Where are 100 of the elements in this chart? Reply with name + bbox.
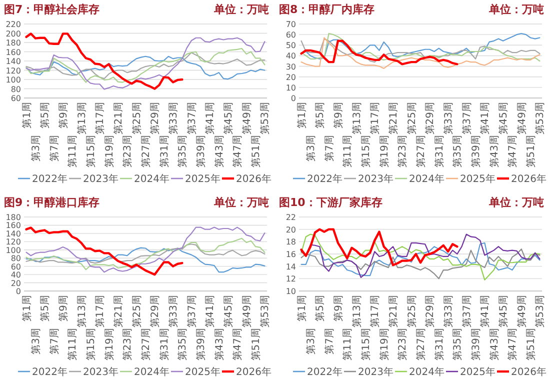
x-tick-label: 第1周 bbox=[20, 102, 33, 128]
x-tick-label: 第25周 bbox=[130, 295, 143, 328]
x-tick-label: 第33周 bbox=[168, 102, 180, 135]
y-tick-label: 16 bbox=[286, 250, 296, 259]
y-tick-label: 140 bbox=[6, 57, 21, 66]
x-tick-label: 第9周 bbox=[57, 102, 70, 128]
x-tick-label: 第1周 bbox=[20, 295, 33, 322]
x-tick-label: 第51周 bbox=[525, 135, 538, 168]
line-series bbox=[300, 228, 458, 266]
line-series bbox=[26, 37, 266, 90]
x-tick-label: 第15周 bbox=[360, 135, 372, 168]
y-tick-label: 70 bbox=[286, 20, 296, 29]
y-tick-label: 100 bbox=[6, 76, 21, 84]
y-tick-label: 40 bbox=[10, 270, 21, 280]
legend-label: 2025年 bbox=[185, 366, 220, 378]
x-tick-label: 第41周 bbox=[479, 102, 492, 135]
x-tick-label: 第5周 bbox=[39, 102, 52, 128]
x-tick-label: 第43周 bbox=[213, 135, 226, 168]
x-tick-label: 第41周 bbox=[204, 295, 216, 328]
x-tick-label: 第5周 bbox=[314, 295, 326, 322]
legend-label: 2026年 bbox=[236, 173, 272, 185]
x-tick-label: 第19周 bbox=[103, 135, 116, 168]
x-tick-label: 第33周 bbox=[442, 102, 455, 135]
x-tick-label: 第49周 bbox=[240, 295, 253, 328]
chart-subtitle: 单位：万吨 bbox=[213, 3, 269, 16]
x-tick-label: 第11周 bbox=[66, 328, 79, 361]
x-tick-label: 第13周 bbox=[76, 295, 88, 328]
legend-label: 2025年 bbox=[460, 366, 496, 378]
x-tick-label: 第49周 bbox=[516, 295, 528, 328]
x-tick-label: 第53周 bbox=[534, 295, 546, 328]
y-tick-label: 60 bbox=[286, 30, 296, 40]
x-tick-label: 第47周 bbox=[506, 135, 519, 168]
x-tick-label: 第7周 bbox=[48, 328, 60, 354]
y-tick-label: 160 bbox=[6, 48, 21, 57]
x-tick-label: 第35周 bbox=[176, 135, 189, 168]
x-tick-label: 第25周 bbox=[406, 102, 418, 135]
x-tick-label: 第13周 bbox=[350, 295, 363, 328]
x-tick-label: 第45周 bbox=[222, 295, 235, 328]
line-series bbox=[300, 248, 540, 280]
x-tick-label: 第27周 bbox=[140, 135, 152, 168]
chart-title: 图10：下游厂家库存 bbox=[279, 196, 382, 209]
y-tick-label: 10 bbox=[286, 287, 296, 296]
x-tick-label: 第21周 bbox=[387, 295, 400, 328]
x-tick-label: 第19周 bbox=[378, 328, 390, 361]
y-tick-label: 0 bbox=[290, 94, 296, 103]
x-tick-label: 第27周 bbox=[415, 328, 427, 361]
x-tick-label: 第19周 bbox=[378, 135, 390, 168]
x-tick-label: 第9周 bbox=[332, 102, 344, 128]
y-tick-label: 50 bbox=[286, 41, 296, 50]
y-tick-label: 180 bbox=[6, 213, 21, 222]
x-tick-label: 第17周 bbox=[369, 295, 382, 328]
line-series bbox=[300, 40, 458, 66]
x-tick-label: 第1周 bbox=[296, 102, 308, 128]
x-tick-label: 第7周 bbox=[323, 328, 336, 354]
x-tick-label: 第29周 bbox=[149, 102, 162, 135]
x-tick-label: 第23周 bbox=[396, 135, 409, 168]
legend-label: 2024年 bbox=[409, 173, 444, 185]
x-tick-label: 第51周 bbox=[525, 328, 538, 361]
x-tick-label: 第37周 bbox=[460, 295, 473, 328]
legend-label: 2024年 bbox=[134, 366, 170, 378]
x-tick-label: 第53周 bbox=[259, 295, 272, 328]
y-tick-label: 220 bbox=[6, 20, 21, 29]
x-tick-label: 第27周 bbox=[415, 135, 427, 168]
x-tick-label: 第5周 bbox=[39, 295, 52, 322]
line-series bbox=[25, 226, 184, 276]
x-tick-label: 第41周 bbox=[479, 295, 492, 328]
x-tick-label: 第45周 bbox=[222, 102, 235, 135]
line-series bbox=[26, 244, 266, 264]
x-tick-label: 第19周 bbox=[103, 328, 116, 361]
y-tick-label: 20 bbox=[286, 72, 296, 82]
y-tick-label: 200 bbox=[6, 29, 21, 38]
x-tick-label: 第3周 bbox=[30, 328, 42, 354]
x-tick-label: 第9周 bbox=[57, 295, 70, 322]
x-tick-label: 第51周 bbox=[250, 328, 262, 361]
y-tick-label: 60 bbox=[10, 94, 21, 103]
x-tick-label: 第43周 bbox=[213, 328, 226, 361]
y-tick-label: 30 bbox=[286, 62, 296, 72]
x-tick-label: 第39周 bbox=[470, 135, 482, 168]
y-tick-label: 18 bbox=[286, 238, 296, 247]
y-tick-label: 120 bbox=[6, 66, 21, 76]
chart-title: 图9：甲醇港口库存 bbox=[4, 196, 100, 209]
x-tick-label: 第29周 bbox=[149, 295, 162, 328]
x-tick-label: 第49周 bbox=[516, 102, 528, 135]
line-series bbox=[26, 226, 266, 273]
y-tick-label: 80 bbox=[10, 254, 21, 264]
x-tick-label: 第7周 bbox=[48, 135, 60, 162]
y-tick-label: 20 bbox=[10, 278, 21, 288]
x-tick-label: 第11周 bbox=[66, 135, 79, 168]
x-tick-label: 第53周 bbox=[259, 102, 272, 135]
x-tick-label: 第25周 bbox=[406, 295, 418, 328]
x-tick-label: 第37周 bbox=[186, 295, 198, 328]
x-tick-label: 第33周 bbox=[442, 295, 455, 328]
x-tick-label: 第17周 bbox=[94, 295, 106, 328]
line-series bbox=[300, 242, 540, 276]
x-tick-label: 第15周 bbox=[84, 135, 97, 168]
y-tick-label: 12 bbox=[286, 274, 296, 284]
x-tick-label: 第23周 bbox=[396, 328, 409, 361]
x-tick-label: 第25周 bbox=[130, 102, 143, 135]
x-tick-label: 第1周 bbox=[296, 295, 308, 322]
x-tick-label: 第33周 bbox=[168, 295, 180, 328]
